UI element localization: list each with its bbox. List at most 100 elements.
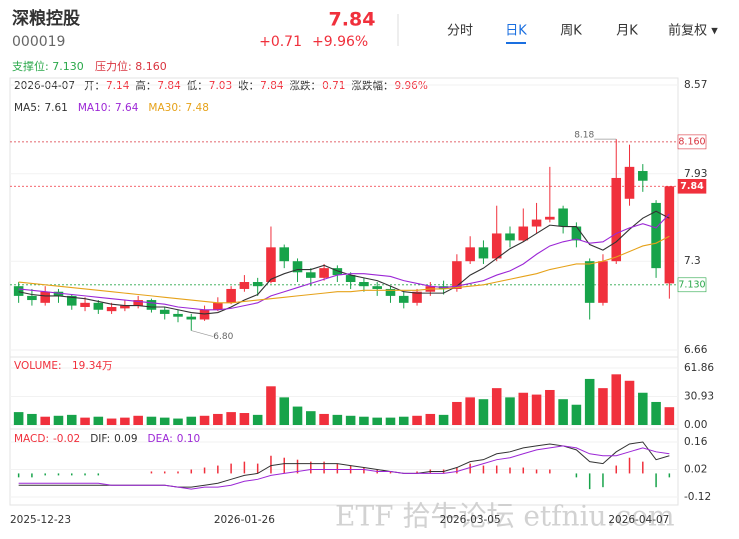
level-tag: [677, 134, 707, 150]
annotation: 6.80: [213, 332, 233, 342]
candle-body: [279, 247, 290, 262]
stock-code: 000019: [12, 34, 65, 50]
candle-body: [505, 233, 515, 241]
volume-bar: [571, 404, 582, 425]
candle-body: [199, 309, 210, 320]
candle-body: [66, 295, 77, 306]
x-tick-label: 2025-12-23: [10, 514, 71, 526]
candle-body: [186, 316, 197, 320]
candle-body: [292, 261, 303, 273]
info-date: 2026-04-07: [14, 80, 75, 92]
y-tick-label: -0.12: [684, 491, 711, 503]
volume-bar: [638, 392, 648, 425]
candle-body: [252, 282, 263, 287]
volume-bar: [624, 380, 635, 425]
volume-bar: [359, 416, 369, 425]
x-tick-label: 2026-03-05: [440, 514, 501, 526]
volume-bar: [518, 392, 529, 425]
candle-body: [266, 247, 276, 283]
candle-body: [120, 305, 130, 309]
price: 7.84: [329, 9, 376, 31]
candle-body: [531, 219, 542, 227]
y-tick-label: 0.16: [684, 436, 708, 448]
volume-bar: [465, 397, 475, 425]
price-change-pct: +9.96%: [312, 34, 368, 50]
candle-body: [213, 302, 223, 310]
legend-name: VOLUME:: [14, 360, 62, 372]
level-label: 8.160: [678, 136, 705, 147]
volume-bar: [13, 412, 24, 425]
y-tick-label: 7.93: [684, 168, 707, 180]
volume-bar: [40, 416, 50, 425]
volume-bar: [213, 413, 223, 425]
candle-body: [398, 295, 409, 303]
tab[interactable]: 日K: [505, 24, 527, 39]
price-change: +0.71: [259, 34, 302, 50]
candle-body: [518, 226, 529, 241]
tab[interactable]: 前复权 ▾: [668, 23, 718, 39]
info-value: 0.71: [322, 80, 345, 92]
legend-value: 19.34万: [72, 360, 113, 372]
volume-bar: [345, 415, 356, 425]
candle-body: [332, 268, 343, 276]
volume-bar: [80, 417, 90, 425]
candle-body: [558, 208, 568, 227]
macd-line: [18, 441, 670, 488]
volume-bar: [199, 415, 210, 425]
candle-body: [27, 295, 37, 301]
candle-body: [638, 171, 648, 181]
tab[interactable]: 分时: [447, 24, 473, 39]
volume-bar: [106, 418, 117, 425]
volume-bar: [398, 416, 409, 425]
y-tick-label: 8.57: [684, 79, 707, 91]
volume-bar: [611, 374, 622, 425]
x-tick-label: 2026-04-07: [608, 514, 669, 526]
legend-name: MA10:: [78, 102, 111, 114]
candle-body: [584, 261, 595, 303]
volume-bar: [133, 415, 143, 425]
volume-bar: [53, 415, 64, 425]
level-label: 7.130: [678, 279, 705, 290]
tab[interactable]: 月K: [616, 24, 638, 39]
legend-name: MA5:: [14, 102, 40, 114]
volume-bar: [385, 417, 396, 425]
candle-body: [491, 233, 502, 259]
volume-bar: [226, 412, 236, 425]
legend-name: DIF:: [90, 433, 110, 445]
candle-body: [478, 247, 489, 259]
volume-bar: [93, 416, 104, 425]
volume-bar: [292, 406, 303, 425]
support-level: 支撑位: 7.130: [12, 59, 84, 73]
candle-body: [598, 261, 608, 303]
stock-name: 深粮控股: [12, 8, 80, 29]
annotation-leader: [191, 330, 214, 337]
legend-value: 7.61: [44, 102, 67, 114]
candle-body: [306, 272, 316, 278]
tab[interactable]: 周K: [560, 24, 582, 39]
volume-bar: [120, 417, 130, 425]
y-tick-label: 6.66: [684, 344, 708, 356]
legend-value: 7.64: [115, 102, 139, 114]
ma-line: [18, 213, 670, 311]
volume-bar: [531, 394, 542, 425]
volume-bar: [306, 411, 316, 425]
volume-bar: [66, 414, 77, 425]
candle-body: [319, 268, 329, 278]
info-value: 7.14: [106, 80, 130, 92]
volume-bar: [27, 413, 37, 425]
volume-bar: [159, 417, 170, 425]
volume-bar: [438, 414, 449, 425]
y-tick-label: 7.3: [684, 255, 701, 267]
volume-bar: [545, 389, 555, 425]
candle-body: [93, 302, 104, 310]
candle-body: [359, 282, 369, 287]
candle-body: [545, 216, 555, 220]
volume-bar: [146, 416, 157, 425]
candle-body: [412, 291, 422, 303]
candle-body: [571, 226, 582, 241]
legend-value: -0.02: [53, 433, 80, 445]
volume-bar: [372, 417, 382, 425]
volume-bar: [452, 401, 462, 425]
volume-bar: [186, 416, 197, 425]
legend-name: DEA:: [148, 433, 173, 445]
